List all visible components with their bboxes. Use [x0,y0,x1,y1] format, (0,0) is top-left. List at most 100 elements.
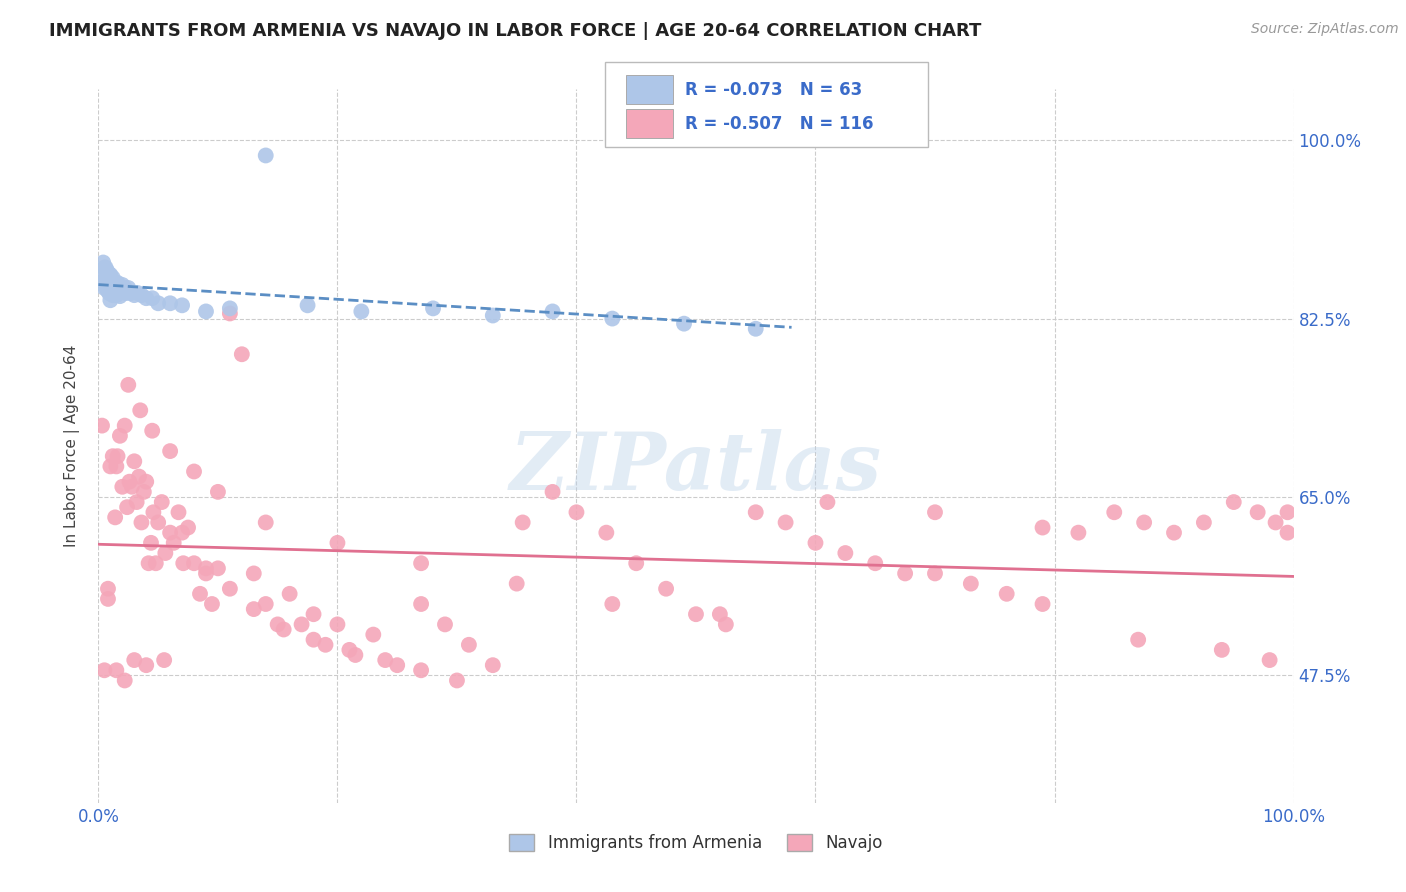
Point [714,617,737,632]
Point [201,597,224,611]
Point [125,495,148,509]
Point [112,284,135,298]
Point [297,298,319,312]
Point [565,505,588,519]
Point [111,277,134,292]
Point [195,566,218,581]
Point [104,510,127,524]
Point [1032,597,1054,611]
Point [114,673,136,688]
Point [128,469,150,483]
Point [243,602,266,616]
Point [118,475,141,489]
Point [93,274,115,288]
Point [91,255,114,269]
Point [326,617,349,632]
Point [98,293,122,308]
Point [278,587,301,601]
Point [481,309,505,323]
Point [685,607,707,622]
Point [98,459,122,474]
Point [142,505,165,519]
Point [115,500,138,515]
Point [105,459,128,474]
Point [924,566,946,581]
Point [1133,516,1156,530]
Point [101,288,124,302]
Point [1277,525,1299,540]
Point [602,311,624,326]
Point [107,286,129,301]
Point [96,263,118,277]
Point [163,536,186,550]
Point [131,288,153,302]
Point [219,301,242,316]
Point [1223,495,1246,509]
Point [98,277,122,292]
Point [291,617,314,632]
Point [745,505,768,519]
Point [101,281,124,295]
Point [114,281,136,295]
Point [97,276,120,290]
Point [120,286,142,301]
Point [541,484,564,499]
Point [153,653,176,667]
Point [1163,525,1185,540]
Point [512,516,534,530]
Point [98,268,121,282]
Point [148,516,170,530]
Point [172,298,194,312]
Point [100,284,122,298]
Point [326,536,349,550]
Point [132,484,155,499]
Point [148,296,170,310]
Point [127,286,149,301]
Point [138,556,160,570]
Point [446,673,468,688]
Point [117,377,139,392]
Point [273,623,295,637]
Point [97,284,120,298]
Point [91,418,114,433]
Text: IMMIGRANTS FROM ARMENIA VS NAVAJO IN LABOR FORCE | AGE 20-64 CORRELATION CHART: IMMIGRANTS FROM ARMENIA VS NAVAJO IN LAB… [49,22,981,40]
Point [865,556,887,570]
Point [315,638,337,652]
Point [98,276,121,290]
Point [105,663,128,677]
Point [1032,520,1054,534]
Point [114,418,136,433]
Point [141,291,163,305]
Point [93,281,115,295]
Point [924,505,946,519]
Point [350,304,373,318]
Point [481,658,505,673]
Point [207,484,229,499]
Point [541,304,564,318]
Point [267,617,290,632]
Point [1128,632,1150,647]
Point [745,322,768,336]
Point [195,561,218,575]
Point [103,286,125,301]
Text: ZIPatlas: ZIPatlas [510,429,882,506]
Point [124,653,146,667]
Point [1277,505,1299,519]
Point [94,270,117,285]
Point [139,536,162,550]
Point [422,301,444,316]
Point [673,317,696,331]
Point [595,525,617,540]
Point [111,480,134,494]
Point [135,475,157,489]
Point [155,546,177,560]
Point [1192,516,1215,530]
Point [995,587,1018,601]
Point [385,658,409,673]
Y-axis label: In Labor Force | Age 20-64: In Labor Force | Age 20-64 [63,345,80,547]
Point [107,449,129,463]
Point [93,663,115,677]
Point [104,277,127,292]
Point [135,291,157,305]
Point [1264,516,1286,530]
